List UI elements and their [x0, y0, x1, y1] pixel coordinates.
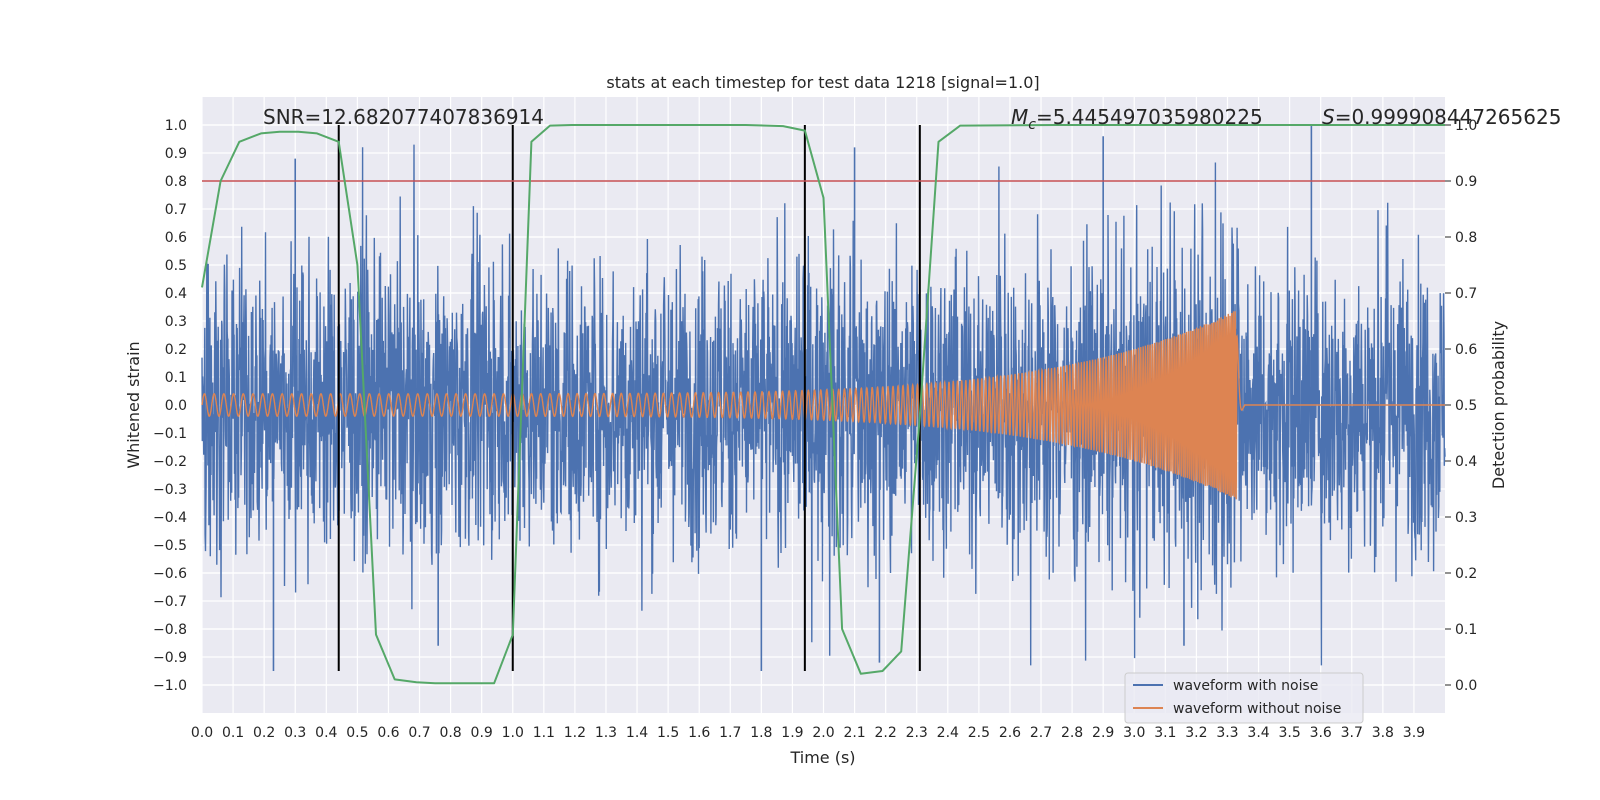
y-tick-label: 0.7	[165, 202, 187, 218]
x-tick-label: 3.5	[1278, 725, 1300, 741]
y-right-tick-label: 0.2	[1455, 566, 1477, 582]
y-right-tick-label: 0.6	[1455, 342, 1477, 358]
y-tick-label: 0.8	[165, 174, 187, 190]
x-tick-label: 3.9	[1403, 725, 1425, 741]
chirp-mass-subscript: c	[1028, 117, 1036, 133]
y-tick-label: −0.2	[153, 454, 187, 470]
x-tick-label: 0.0	[191, 725, 213, 741]
x-axis-label: Time (s)	[789, 748, 855, 767]
x-tick-label: 2.9	[1092, 725, 1114, 741]
y-tick-labels: 1.0 0.9 0.8 0.7 0.6 0.5 0.4 0.3 0.2 0.1 0.0 −0.1 −0.…	[153, 118, 187, 694]
chirp-mass-symbol: M	[1011, 105, 1028, 129]
x-tick-label: 2.4	[937, 725, 959, 741]
y-tick-label: 1.0	[165, 118, 187, 134]
x-tick-label: 0.5	[346, 725, 368, 741]
chirp-mass-value: =5.445497035980225	[1036, 105, 1263, 129]
y-axis-label: Whitened strain	[124, 341, 143, 468]
x-tick-label: 1.6	[688, 725, 710, 741]
series-detection-probability	[201, 124, 1445, 685]
x-tick-label: 0.7	[408, 725, 430, 741]
y-tick-label: 0.1	[165, 370, 187, 386]
y-right-tick-label: 0.8	[1455, 230, 1477, 246]
y-tick-label: −0.6	[153, 566, 187, 582]
x-tick-label: 1.5	[657, 725, 679, 741]
clean-waveform-line	[201, 311, 1445, 500]
legend-label-noisy: waveform with noise	[1173, 678, 1318, 694]
series-clean-waveform	[201, 311, 1445, 500]
y-tick-label: 0.4	[165, 286, 187, 302]
y-tick-label: 0.6	[165, 230, 187, 246]
x-tick-label: 2.6	[999, 725, 1021, 741]
x-tick-label: 0.3	[284, 725, 306, 741]
x-tick-label: 3.1	[1154, 725, 1176, 741]
y-tick-label: −0.4	[153, 510, 187, 526]
y-tick-label: 0.2	[165, 342, 187, 358]
y-tick-label: 0.5	[165, 258, 187, 274]
y-tick-label: −0.9	[153, 650, 187, 666]
x-tick-label: 0.8	[439, 725, 461, 741]
chirp-mass-annotation: Mc=5.445497035980225	[1011, 105, 1263, 133]
y-tick-label: 0.9	[165, 146, 187, 162]
x-tick-label: 1.8	[750, 725, 772, 741]
x-tick-label: 0.1	[222, 725, 244, 741]
x-tick-label: 3.6	[1310, 725, 1332, 741]
x-tick-label: 3.8	[1372, 725, 1394, 741]
x-tick-label: 2.8	[1061, 725, 1083, 741]
score-symbol: S	[1322, 105, 1335, 129]
y-tick-label: −0.5	[153, 538, 187, 554]
legend-label-clean: waveform without noise	[1173, 701, 1341, 717]
x-tick-label: 2.7	[1030, 725, 1052, 741]
y-tick-label: −0.7	[153, 594, 187, 610]
x-tick-label: 1.9	[781, 725, 803, 741]
y-tick-label: 0.0	[165, 398, 187, 414]
score-annotation: S=0.999908447265625	[1322, 105, 1561, 129]
y-tick-label: −0.1	[153, 426, 187, 442]
snr-annotation: SNR=12.682077407836914	[263, 105, 544, 129]
y-right-axis-label: Detection probability	[1489, 321, 1508, 489]
x-tick-label: 1.7	[719, 725, 741, 741]
x-tick-label: 3.4	[1247, 725, 1269, 741]
legend: waveform with noise waveform without noi…	[1124, 672, 1364, 724]
x-tick-label: 1.1	[533, 725, 555, 741]
x-tick-label: 3.2	[1185, 725, 1207, 741]
x-tick-label: 3.0	[1123, 725, 1145, 741]
x-tick-label: 3.7	[1341, 725, 1363, 741]
y-tick-label: −0.8	[153, 622, 187, 638]
y-right-tick-label: 0.9	[1455, 174, 1477, 190]
x-tick-label: 1.2	[564, 725, 586, 741]
y-right-tick-label: 0.3	[1455, 510, 1477, 526]
x-tick-label: 1.3	[595, 725, 617, 741]
x-tick-label: 2.0	[812, 725, 834, 741]
y-right-tick-label: 0.1	[1455, 622, 1477, 638]
x-tick-label: 0.4	[315, 725, 337, 741]
x-tick-labels: 0.0 0.1 0.2 0.3 0.4 0.5 0.6 0.7 0.8 0.9 1.0 1.1 1.2 1…	[191, 725, 1425, 741]
y-tick-label: −1.0	[153, 678, 187, 694]
x-tick-label: 2.1	[843, 725, 865, 741]
y-right-tick-label: 0.7	[1455, 286, 1477, 302]
x-tick-label: 0.2	[253, 725, 275, 741]
x-tick-label: 3.3	[1216, 725, 1238, 741]
y-tick-label: −0.3	[153, 482, 187, 498]
legend-box	[1124, 672, 1364, 724]
chart-title: stats at each timestep for test data 121…	[606, 73, 1039, 92]
y-right-tick-labels: 1.0 0.9 0.8 0.7 0.6 0.5 0.4 0.3 0.2 0.1 0.0	[1445, 118, 1477, 694]
x-tick-label: 1.0	[502, 725, 524, 741]
x-tick-label: 1.4	[626, 725, 648, 741]
x-tick-label: 2.3	[906, 725, 928, 741]
y-right-tick-label: 0.5	[1455, 398, 1477, 414]
x-tick-label: 0.6	[377, 725, 399, 741]
y-tick-label: 0.3	[165, 314, 187, 330]
y-right-tick-label: 0.0	[1455, 678, 1477, 694]
event-markers	[337, 125, 921, 671]
score-value: =0.999908447265625	[1335, 105, 1562, 129]
x-tick-label: 2.2	[875, 725, 897, 741]
y-right-tick-label: 1.0	[1455, 118, 1477, 134]
y-right-tick-label: 0.4	[1455, 454, 1477, 470]
detection-probability-line	[201, 124, 1445, 685]
noisy-waveform-line	[201, 144, 1446, 666]
x-tick-label: 2.5	[968, 725, 990, 741]
x-tick-label: 0.9	[471, 725, 493, 741]
